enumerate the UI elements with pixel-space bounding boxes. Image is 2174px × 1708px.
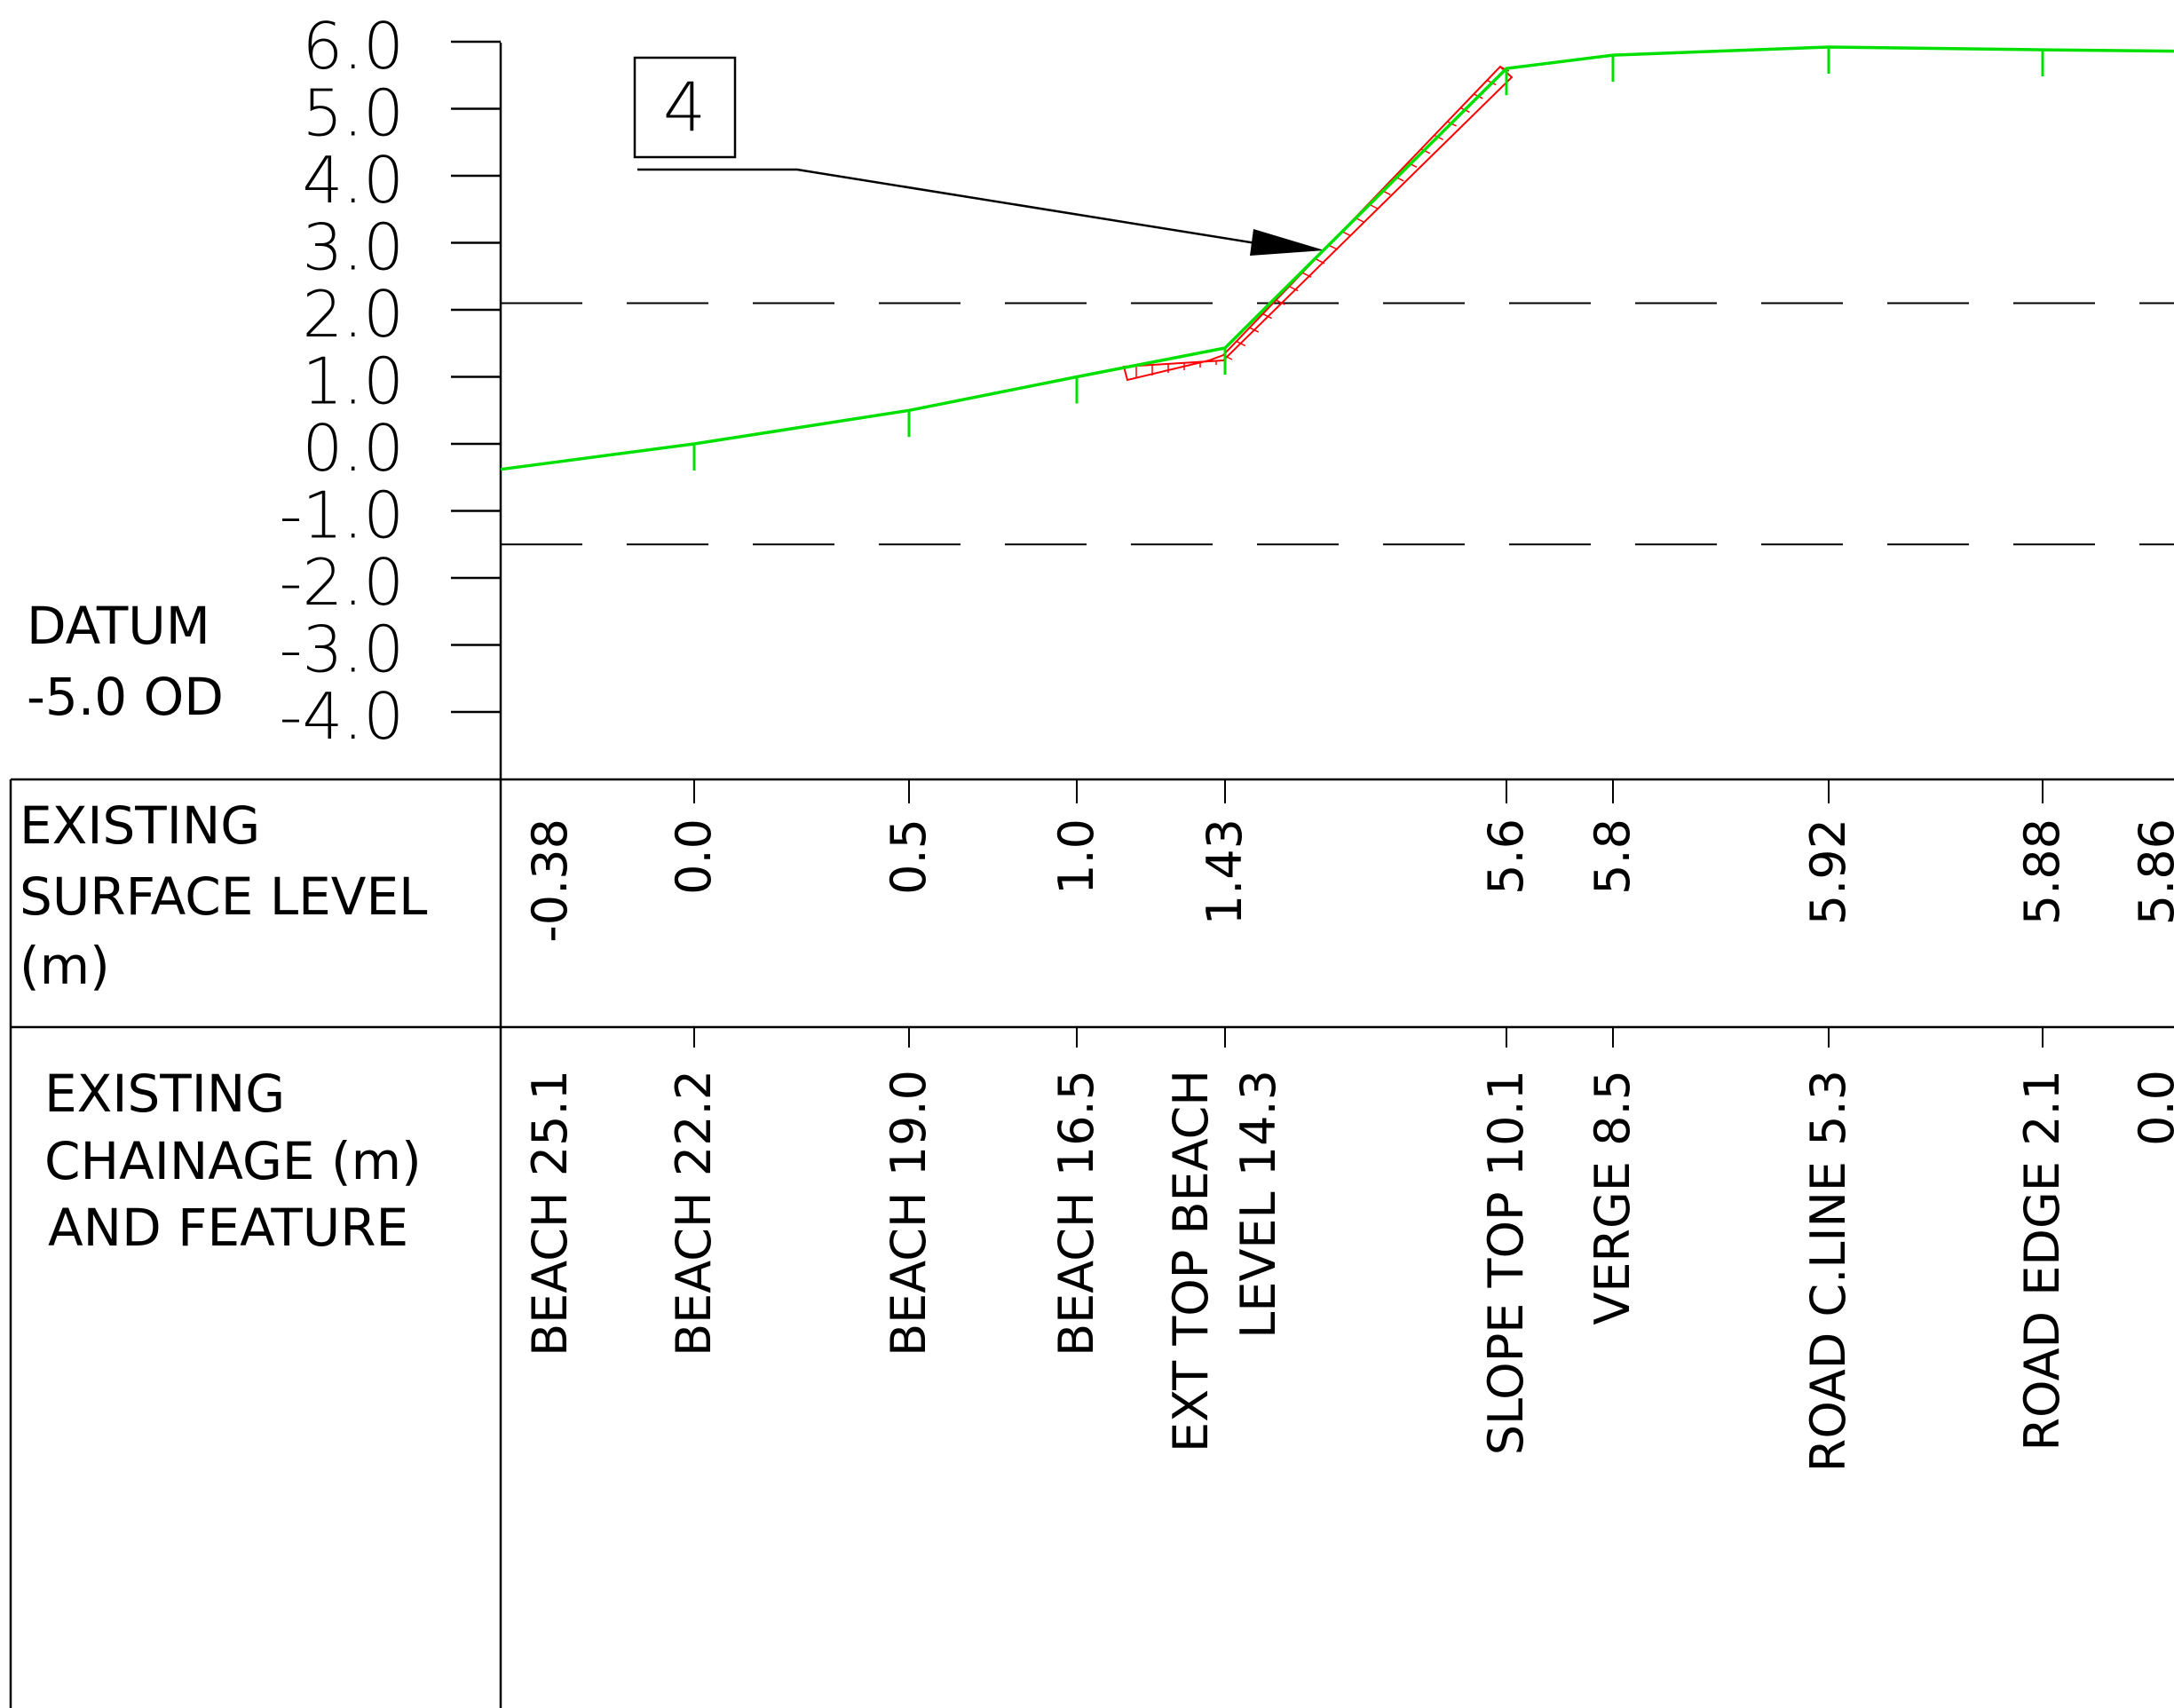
surface-level-value: 0.0 [666,818,722,895]
y-tick-label: 1.0 [302,344,404,419]
y-tick-label: 5.0 [302,76,404,151]
revetment-hatch-stroke [1301,272,1312,278]
y-tick-label: -4.0 [280,679,404,754]
chainage-feature-label: BEACH 22.2 [666,1070,722,1356]
surface-level-value: 5.92 [1800,818,1856,925]
reference-levels [501,302,2174,546]
surface-level-value: 5.6 [1478,818,1534,895]
ground-profile-line [500,45,2174,471]
chainage-feature-label: BEACH 19.0 [881,1070,937,1356]
datum-label: DATUM [27,596,210,656]
revetment-hatch-stroke [1249,327,1260,333]
chainage-feature-label: ROAD C.LINE 5.3 [1800,1070,1856,1472]
chainage-feature-label: SLOPE TOP 10.1 [1478,1070,1534,1455]
surface-level-value: 1.43 [1197,818,1253,925]
surface-level-value: 1.0 [1048,818,1104,895]
surface-header-line-1: EXISTING [20,795,260,856]
chainage-header-line-3: AND FEATURE [48,1198,408,1258]
chainage-header-line-1: EXISTING [44,1064,285,1124]
surface-level-header: EXISTING SURFACE LEVEL (m) [20,795,427,996]
callout-arrowhead [1250,229,1324,256]
revetment-hatch-stroke [1288,285,1299,292]
y-tick-label: 6.0 [302,9,404,83]
revetment-hatch-stroke [1236,340,1246,347]
chainage-feature-label: BEACH 16.5 [1048,1070,1104,1356]
surface-level-value: 5.8 [1585,818,1640,895]
callout-number: 4 [663,67,706,146]
y-axis-ticks: 6.05.04.03.02.01.00.0-1.0-2.0-3.0-4.0 [280,9,501,754]
surface-level-value: -0.38 [522,818,578,943]
chainage-header-line-2: CHAINAGE (m) [44,1131,422,1191]
chainage-feature-label: VERGE 8.5 [1585,1070,1640,1325]
surface-level-value: 0.5 [881,818,937,895]
y-tick-label: 0.0 [302,411,404,486]
ground-profile-ticks [692,47,2044,470]
surface-level-value: 5.86 [2129,818,2174,925]
revetment-hatch-stroke [1262,312,1272,320]
chainage-feature-label: ROAD EDGE 2.1 [2014,1070,2070,1451]
revetment-hatch [1122,65,1514,382]
y-tick-label: 2.0 [302,277,404,352]
chainage-feature-label: BEACH 25.1 [522,1070,578,1356]
surface-header-line-3: (m) [20,936,110,996]
revetment-hatch-stroke [1328,244,1339,250]
datum-value: -5.0 OD [27,667,224,727]
chainage-feature-values: BEACH 25.1 BEACH 22.2 BEACH 19.0 BEACH 16.5… [522,1027,2174,1472]
chainage-feature-label: 0.0 [2129,1070,2174,1146]
surface-level-value: 5.88 [2014,818,2070,925]
revetment-outline [1122,65,1514,382]
callout-box [633,56,737,159]
surface-level-values: -0.38 0.0 0.5 1.0 1.43 5.6 5.8 5.92 5.88 5.86 [522,779,2174,943]
chainage-feature-label: LEVEL 14.3 [1230,1070,1286,1339]
y-tick-label: -1.0 [280,478,404,553]
chainage-header: EXISTING CHAINAGE (m) AND FEATURE [44,1064,422,1258]
surface-header-line-2: SURFACE LEVEL [20,866,427,927]
y-tick-label: -2.0 [280,545,404,620]
y-tick-label: 4.0 [302,143,404,217]
y-tick-label: 3.0 [302,210,404,285]
callout-leader-line [637,168,1279,249]
chainage-feature-label: EXT TOP BEACH [1163,1070,1219,1452]
y-tick-label: -3.0 [280,613,404,687]
revetment-hatch-stroke [1276,299,1285,305]
revetment-hatch-stroke [1315,257,1325,265]
